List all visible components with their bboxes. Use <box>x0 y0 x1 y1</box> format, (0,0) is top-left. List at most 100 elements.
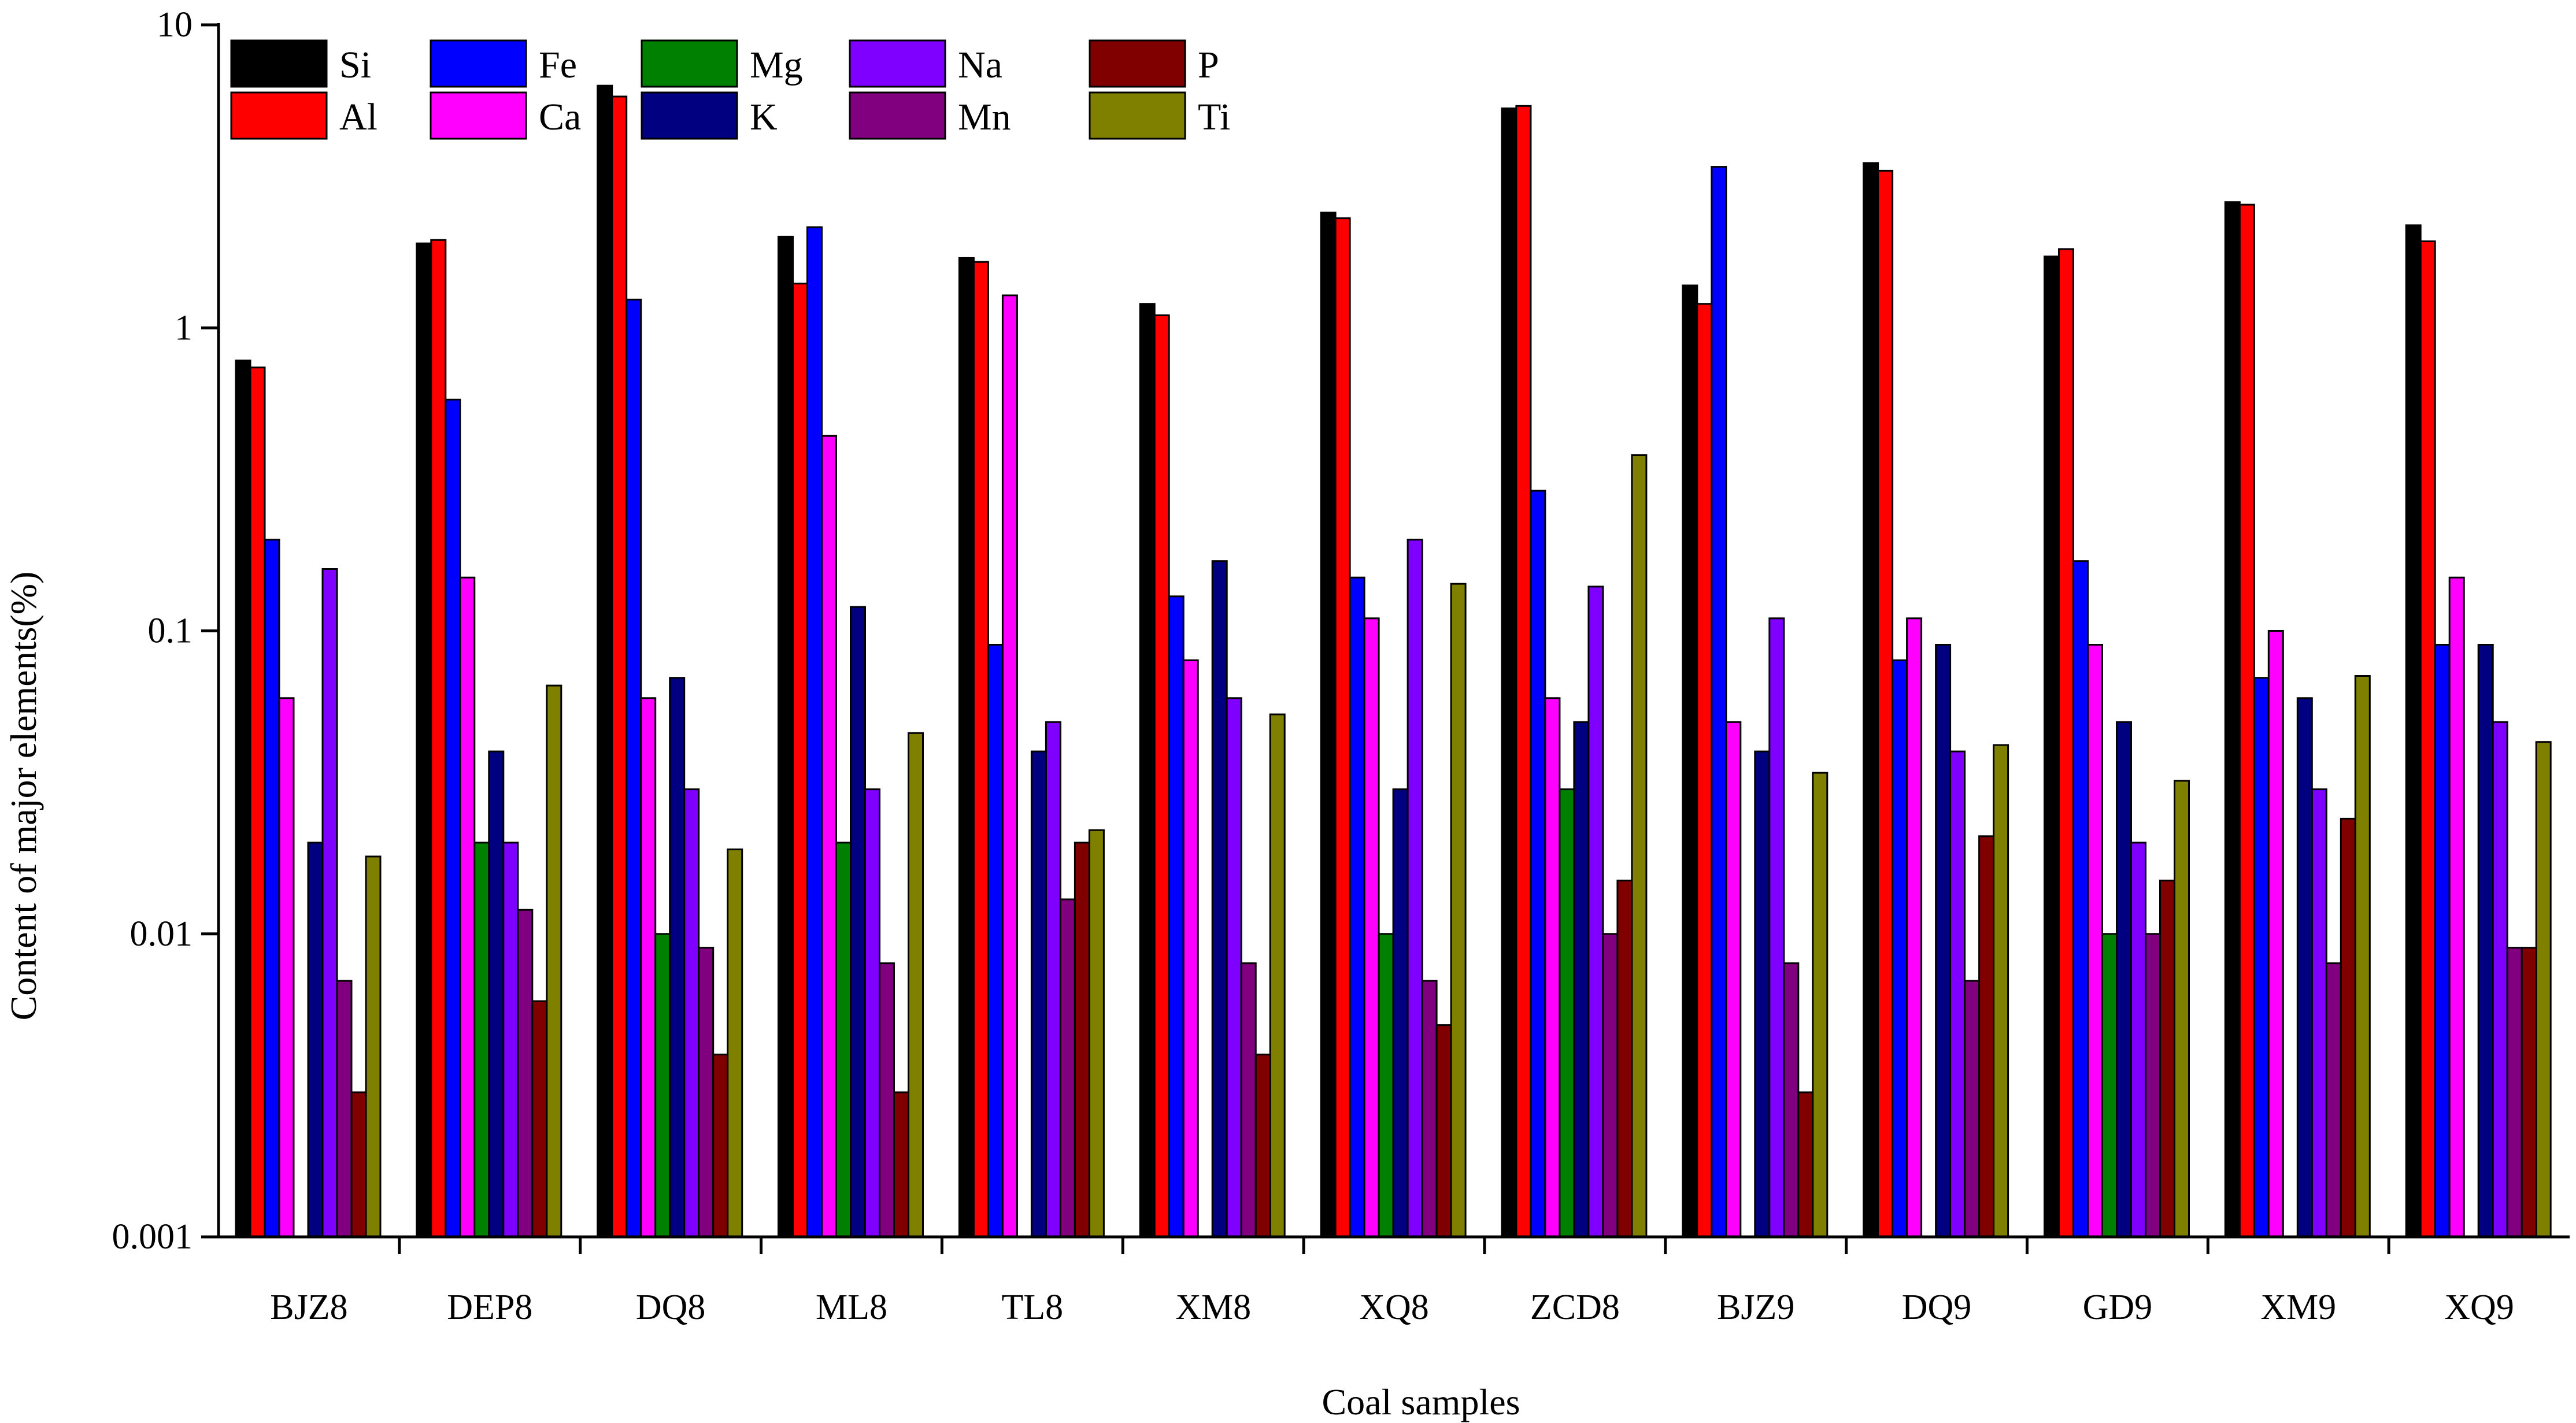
bar-xm9-p <box>2340 817 2356 1238</box>
bar-zcd8-mg <box>1559 788 1575 1238</box>
legend-swatch-p <box>1089 39 1186 88</box>
legend-label-ca: Ca <box>539 96 581 138</box>
bar-xq8-ti <box>1450 583 1467 1238</box>
bar-xq8-si <box>1320 212 1337 1238</box>
legend-label-fe: Fe <box>539 44 577 86</box>
bar-dq8-ca <box>640 697 657 1238</box>
y-tick-label: 0.01 <box>130 914 193 954</box>
bar-xq8-p <box>1435 1024 1452 1238</box>
bar-xm9-na <box>2311 788 2327 1238</box>
bar-tl8-fe <box>987 644 1004 1238</box>
x-category-label: TL8 <box>1001 1288 1063 1327</box>
bar-ml8-p <box>893 1091 909 1238</box>
bar-tl8-na <box>1045 721 1061 1238</box>
bar-xm8-si <box>1139 303 1156 1238</box>
bar-xq9-al <box>2419 240 2436 1238</box>
bar-bjz9-ti <box>1812 772 1829 1238</box>
x-category-label: ZCD8 <box>1530 1288 1620 1327</box>
bar-bjz9-si <box>1682 284 1698 1238</box>
bar-dq9-ti <box>1993 744 2009 1238</box>
bar-xm9-k <box>2296 697 2313 1238</box>
bar-zcd8-fe <box>1530 490 1546 1238</box>
bar-xq8-mn <box>1421 980 1438 1238</box>
legend-label-ti: Ti <box>1198 96 1230 138</box>
bar-xm8-na <box>1226 697 1242 1238</box>
bar-dep8-fe <box>445 398 461 1238</box>
x-category-label: DEP8 <box>447 1288 532 1327</box>
bar-dq8-k <box>669 677 686 1238</box>
bar-zcd8-ca <box>1544 697 1561 1238</box>
bar-dq9-p <box>1978 835 1995 1238</box>
bar-bjz9-mn <box>1783 962 1800 1238</box>
legend-swatch-ca <box>430 91 527 140</box>
x-category-label: ML8 <box>816 1288 887 1327</box>
bar-xq9-p <box>2521 947 2537 1238</box>
legend-swatch-mg <box>641 39 738 88</box>
legend-swatch-na <box>849 39 946 88</box>
bar-ml8-ti <box>908 732 924 1238</box>
legend-swatch-k <box>641 91 738 140</box>
legend-swatch-ti <box>1089 91 1186 140</box>
bar-bjz9-al <box>1696 303 1713 1238</box>
bar-xq9-fe <box>2434 644 2451 1238</box>
bar-bjz8-si <box>235 360 251 1238</box>
bar-gd9-al <box>2058 248 2074 1238</box>
bar-xq9-ti <box>2535 741 2552 1238</box>
y-tick-label: 1 <box>175 308 193 347</box>
bar-bjz8-al <box>249 366 266 1238</box>
bar-xm9-ti <box>2354 675 2371 1238</box>
bar-tl8-ca <box>1001 294 1018 1238</box>
bar-bjz9-p <box>1797 1091 1814 1238</box>
bar-xq8-na <box>1407 539 1423 1238</box>
bar-xm8-k <box>1211 560 1228 1238</box>
x-category-label: DQ8 <box>636 1288 706 1327</box>
legend-label-mg: Mg <box>750 44 803 86</box>
legend-label-al: Al <box>339 96 377 138</box>
bar-ml8-ca <box>821 435 837 1238</box>
y-tick-label: 0.1 <box>148 612 193 651</box>
bar-xq9-na <box>2492 721 2508 1238</box>
bar-bjz9-k <box>1754 750 1771 1238</box>
legend-swatch-mn <box>849 91 946 140</box>
bar-xq8-fe <box>1349 576 1365 1238</box>
bar-bjz8-ca <box>278 697 295 1238</box>
legend-swatch-fe <box>430 39 527 88</box>
bar-ml8-mn <box>879 962 895 1238</box>
bar-xm9-al <box>2238 203 2255 1238</box>
bar-gd9-mg <box>2101 933 2118 1238</box>
bar-xm8-p <box>1254 1053 1271 1238</box>
bar-dep8-ca <box>459 576 476 1238</box>
legend-label-mn: Mn <box>958 96 1011 138</box>
bar-ml8-na <box>864 788 880 1238</box>
bar-dep8-mn <box>517 909 534 1238</box>
bar-bjz9-na <box>1768 617 1785 1238</box>
x-categories-layer: BJZ8 DEP8 DQ8 ML8 TL8 XM8 XQ8 ZCD8 BJZ9 DQ9 GD9 XM9… <box>270 1237 2514 1327</box>
bar-zcd8-si <box>1501 108 1518 1238</box>
bar-dep8-si <box>416 242 432 1238</box>
bar-xq8-ca <box>1363 617 1380 1238</box>
bar-xq8-k <box>1392 788 1409 1238</box>
bar-dep8-k <box>488 750 505 1238</box>
bar-xq9-k <box>2477 644 2494 1238</box>
bar-dq8-ti <box>727 848 743 1238</box>
x-category-label: BJZ8 <box>270 1288 347 1327</box>
x-category-label: XM8 <box>1175 1288 1251 1327</box>
x-category-label: BJZ9 <box>1717 1288 1794 1327</box>
bar-bjz8-na <box>321 568 338 1238</box>
x-category-label: XQ8 <box>1359 1288 1429 1327</box>
bar-tl8-mn <box>1059 898 1076 1238</box>
bar-xm9-ca <box>2267 630 2284 1238</box>
bar-ml8-k <box>850 606 866 1238</box>
bar-xm8-ti <box>1269 713 1286 1238</box>
y-axis-title: Content of major elements(%) <box>3 572 44 1021</box>
legend-label-na: Na <box>958 44 1002 86</box>
bar-xm8-ca <box>1182 659 1199 1238</box>
x-category-label: XM9 <box>2260 1288 2336 1327</box>
bar-gd9-fe <box>2072 560 2089 1238</box>
bar-dq9-mn <box>1964 980 1981 1238</box>
bar-dq8-mn <box>698 947 715 1238</box>
bar-bjz8-mn <box>336 980 353 1238</box>
legend-swatch-si <box>230 39 328 88</box>
bar-gd9-ca <box>2087 644 2103 1238</box>
